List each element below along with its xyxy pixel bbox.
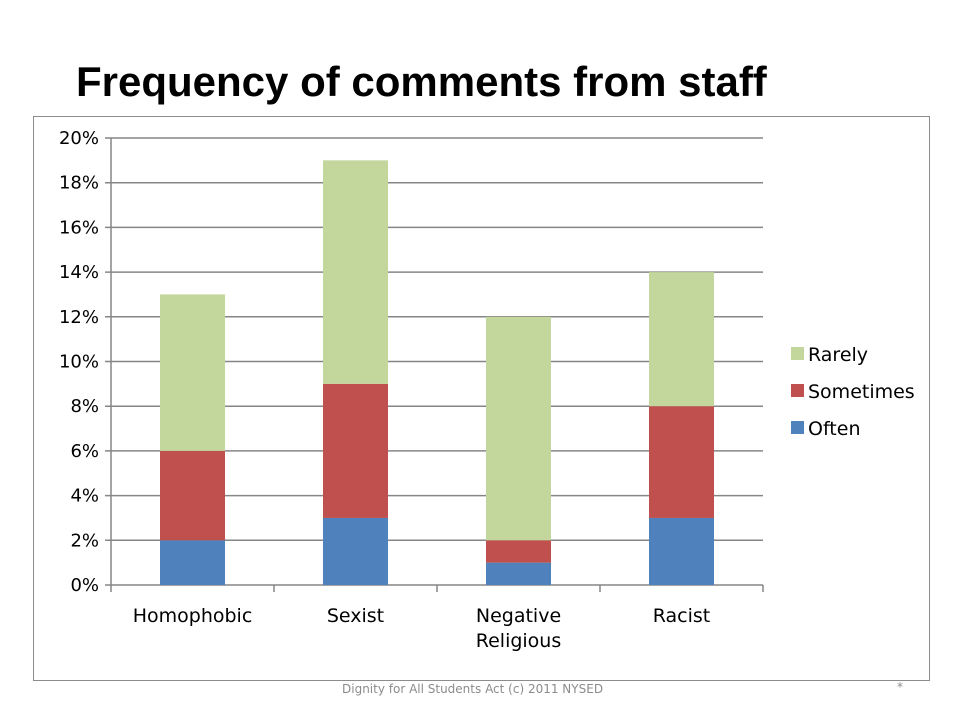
stacked-bar-chart: 0% 2% 4% 6% 8% 10% 12% 14% 16% 18% 20% Homophobic Se…	[59, 128, 915, 652]
legend-swatch	[791, 421, 804, 434]
bar-rarely	[649, 272, 714, 407]
bar-sometimes	[323, 383, 388, 518]
bar-often	[486, 562, 551, 585]
x-category-label: Sexist	[327, 605, 384, 627]
y-tick-label: 2%	[70, 530, 99, 551]
bar-often	[323, 517, 388, 585]
y-tick-label: 8%	[70, 396, 99, 417]
legend-swatch	[791, 384, 804, 397]
bar-sometimes	[486, 540, 551, 563]
y-tick-label: 18%	[59, 173, 99, 194]
bar-rarely	[160, 294, 225, 451]
y-tick-label: 6%	[70, 441, 99, 462]
chart-area: 0% 2% 4% 6% 8% 10% 12% 14% 16% 18% 20% Homophobic Se…	[33, 116, 930, 681]
slide-title: Frequency of comments from staff	[76, 58, 767, 105]
bar-often	[649, 517, 714, 585]
bar-rarely	[486, 316, 551, 541]
legend-label: Rarely	[808, 344, 868, 366]
y-tick-label: 14%	[59, 262, 99, 283]
y-tick-label: 12%	[59, 307, 99, 328]
y-tick-label: 20%	[59, 128, 99, 149]
bar-sometimes	[649, 406, 714, 518]
y-tick-label: 16%	[59, 217, 99, 238]
footer-text: Dignity for All Students Act (c) 2011 NY…	[342, 682, 604, 696]
legend-label: Often	[808, 418, 861, 440]
bar-often	[160, 540, 225, 585]
slide-number: *	[897, 680, 903, 694]
x-category-label: Religious	[476, 630, 562, 652]
y-tick-label: 0%	[70, 575, 99, 596]
x-category-label: Negative	[476, 605, 561, 627]
bar-rarely	[323, 160, 388, 384]
y-tick-label: 10%	[59, 352, 99, 373]
x-category-label: Homophobic	[133, 605, 253, 627]
x-category-label: Racist	[653, 605, 711, 627]
bar-sometimes	[160, 450, 225, 541]
legend-swatch	[791, 347, 804, 360]
y-tick-label: 4%	[70, 486, 99, 507]
legend-label: Sometimes	[808, 381, 915, 403]
